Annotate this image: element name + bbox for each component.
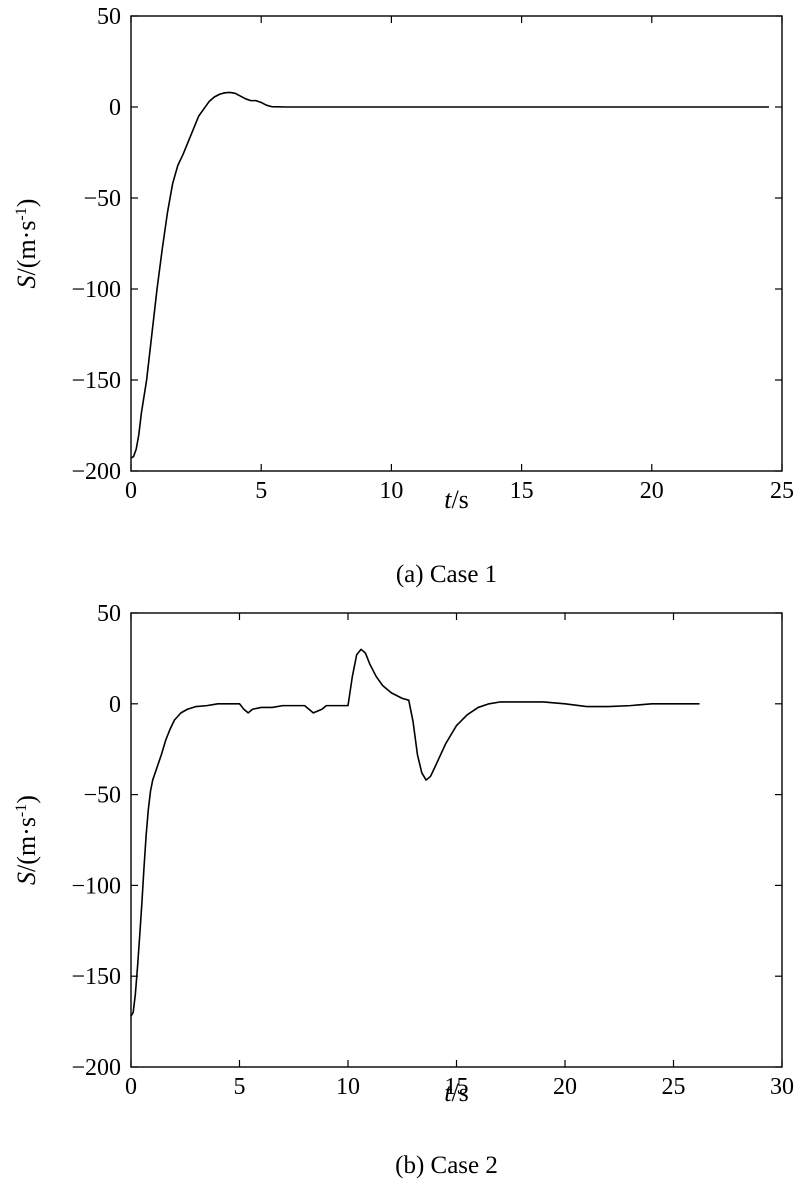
chart-caption: (b) Case 2 [395,1152,498,1179]
y-tick-label: 50 [97,4,121,30]
x-tick-label: 10 [379,478,403,504]
y-tick-label: −150 [71,368,121,394]
chart-panel-case-1: 0 5 10 15 20 25 50 0 −50 −100 −150 −200 t/s S/(m·s-1)… [12,4,794,588]
x-tick-label: 0 [125,1074,137,1100]
y-axis-unit: /(m·s [12,817,41,872]
chart-case-2: 0 5 10 15 20 25 30 50 0 −50 −100 −150 −200 t/s S/(m·s-… [12,601,794,1179]
y-axis-unit: /(m·s [12,221,41,276]
x-tick-label: 25 [770,478,794,504]
x-tick-label: 15 [510,478,534,504]
x-tick-label: 30 [770,1074,794,1100]
x-axis-unit: /s [451,1078,468,1107]
x-axis-variable: t [444,1078,452,1107]
plot-frame [130,612,783,1068]
x-tick-label: 0 [125,478,137,504]
x-tick-label: 5 [255,478,267,504]
chart-panel-case-2: 0 5 10 15 20 25 30 50 0 −50 −100 −150 −200 t/s S/(m·s-… [0,595,800,1189]
x-tick-label: 20 [640,478,664,504]
x-tick-label: 25 [662,1074,686,1100]
y-axis-label: S/(m·s-1) [12,795,41,885]
y-axis-unit-close: ) [12,199,41,208]
series-line [130,91,769,459]
y-axis-unit-exponent: -1 [13,804,30,817]
y-tick-label: −50 [83,186,121,212]
chart-caption: (a) Case 1 [396,561,497,588]
y-axis-unit-close: ) [12,795,41,804]
y-axis-label: S/(m·s-1) [12,199,41,289]
y-axis-variable: S [12,872,41,885]
series-line [130,648,700,1017]
y-tick-label: −100 [71,873,121,899]
y-tick-label: −150 [71,964,121,990]
x-axis-unit: /s [451,485,468,514]
x-tick-label: 15 [445,1074,469,1100]
x-tick-label: 5 [234,1074,246,1100]
y-axis-variable: S [12,275,41,288]
plot-frame [130,15,783,472]
x-tick-label: 20 [553,1074,577,1100]
y-axis-unit-exponent: -1 [13,207,30,220]
y-tick-label: 0 [109,692,121,718]
y-tick-label: 50 [97,601,121,627]
y-tick-label: −100 [71,277,121,303]
y-tick-label: −50 [83,783,121,809]
x-axis-variable: t [444,485,452,514]
y-tick-label: −200 [71,1055,121,1081]
x-axis-label: t/s [444,1078,469,1107]
y-tick-label: 0 [109,95,121,121]
x-tick-label: 10 [336,1074,360,1100]
x-axis-label: t/s [444,485,469,514]
y-tick-label: −200 [71,459,121,485]
chart-case-1: 0 5 10 15 20 25 50 0 −50 −100 −150 −200 t/s S/(m·s-1)… [12,4,794,588]
